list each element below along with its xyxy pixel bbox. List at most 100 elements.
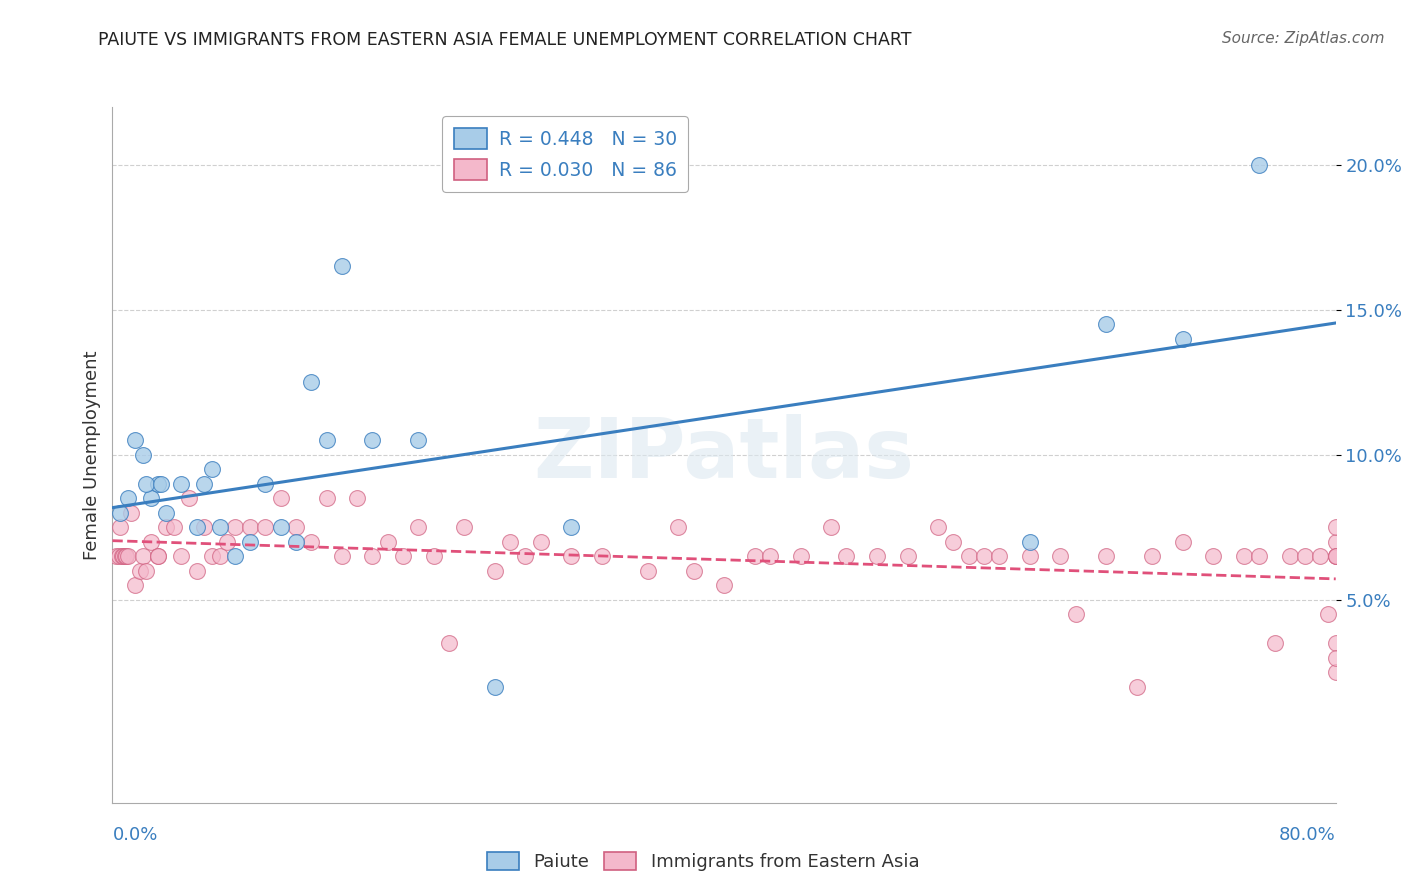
Point [1202,549,1225,564]
Point [1309,549,1331,564]
Point [1249,158,1271,172]
Point [499,534,522,549]
Point [973,549,995,564]
Point [239,520,262,534]
Point [177,491,200,506]
Point [529,534,551,549]
Point [284,534,308,549]
Point [1095,318,1118,332]
Point [108,520,131,534]
Point [117,549,139,564]
Point [1324,651,1347,665]
Point [484,680,506,694]
Point [453,520,475,534]
Point [666,520,689,534]
Text: PAIUTE VS IMMIGRANTS FROM EASTERN ASIA FEMALE UNEMPLOYMENT CORRELATION CHART: PAIUTE VS IMMIGRANTS FROM EASTERN ASIA F… [98,31,912,49]
Point [392,549,415,564]
Point [437,636,460,650]
Point [330,549,353,564]
Point [217,534,239,549]
Point [124,578,146,592]
Point [637,564,659,578]
Point [224,549,246,564]
Point [1233,549,1256,564]
Point [139,491,162,506]
Point [315,434,337,448]
Point [1324,636,1347,650]
Point [361,549,384,564]
Point [170,476,193,491]
Point [201,549,224,564]
Point [135,476,157,491]
Point [135,564,157,578]
Point [111,549,134,564]
Point [346,491,368,506]
Point [866,549,889,564]
Point [224,520,246,534]
Point [114,549,136,564]
Point [682,564,704,578]
Point [361,434,384,448]
Text: ZIPatlas: ZIPatlas [534,415,914,495]
Point [132,448,155,462]
Point [186,520,208,534]
Point [1018,549,1040,564]
Point [1324,534,1347,549]
Point [1018,534,1040,549]
Point [254,520,277,534]
Point [484,564,506,578]
Point [208,520,231,534]
Point [560,549,582,564]
Point [1324,549,1347,564]
Point [117,491,139,506]
Point [270,520,292,534]
Point [591,549,613,564]
Point [163,520,186,534]
Point [820,520,842,534]
Point [1171,534,1194,549]
Point [120,506,142,520]
Point [1324,520,1347,534]
Point [1294,549,1316,564]
Point [193,476,215,491]
Point [270,491,292,506]
Point [299,534,322,549]
Legend: R = 0.448   N = 30, R = 0.030   N = 86: R = 0.448 N = 30, R = 0.030 N = 86 [443,117,688,192]
Point [155,520,177,534]
Point [713,578,735,592]
Point [299,376,322,390]
Point [942,534,965,549]
Point [1324,549,1347,564]
Point [315,491,337,506]
Point [1317,607,1340,622]
Point [208,549,231,564]
Point [1126,680,1149,694]
Text: Source: ZipAtlas.com: Source: ZipAtlas.com [1222,31,1385,46]
Point [927,520,949,534]
Point [129,564,152,578]
Point [104,549,127,564]
Point [115,549,138,564]
Point [1249,549,1271,564]
Point [377,534,399,549]
Point [1064,607,1087,622]
Point [1324,549,1347,564]
Point [284,520,308,534]
Point [201,462,224,476]
Point [155,506,177,520]
Point [170,549,193,564]
Point [759,549,782,564]
Point [1142,549,1164,564]
Point [239,534,262,549]
Point [422,549,444,564]
Point [1324,665,1347,680]
Point [139,534,162,549]
Point [186,564,208,578]
Point [132,549,155,564]
Point [112,549,135,564]
Point [254,476,277,491]
Point [1171,332,1194,346]
Point [330,260,353,274]
Y-axis label: Female Unemployment: Female Unemployment [83,351,101,559]
Point [408,520,430,534]
